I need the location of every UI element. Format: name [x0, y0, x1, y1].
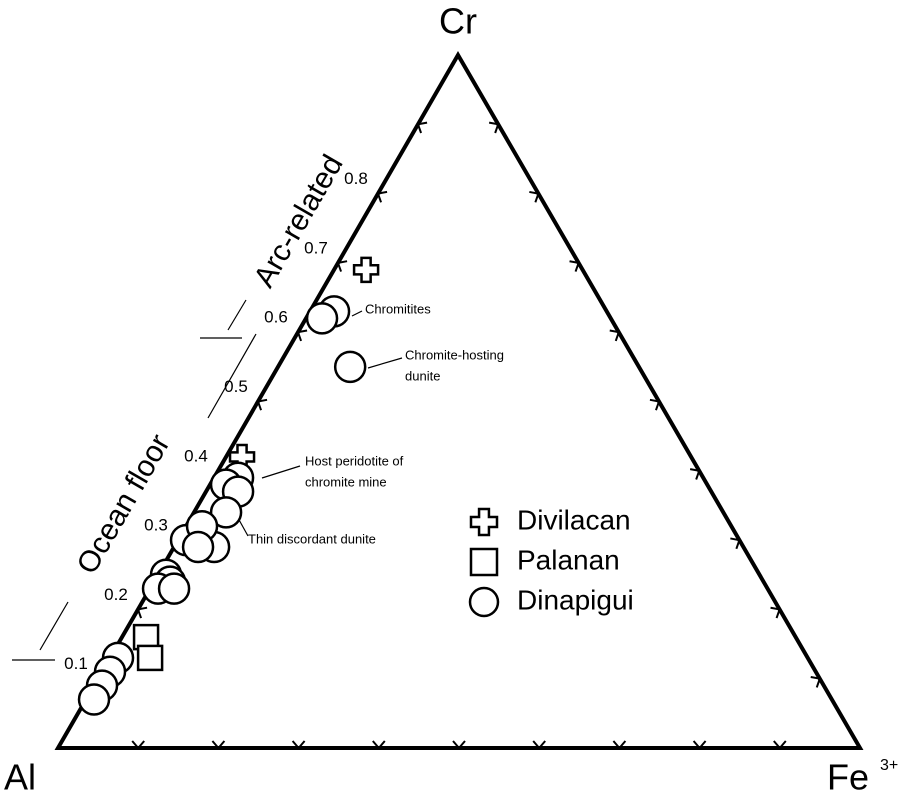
annotation: Chromitites [365, 301, 431, 316]
legend-label: Palanan [517, 544, 620, 575]
tick-mark [256, 398, 268, 411]
tick-mark [372, 740, 386, 750]
tick-mark [810, 676, 822, 688]
legend-marker [469, 547, 499, 577]
point-square [136, 644, 164, 672]
annotation: dunite [405, 368, 440, 383]
legend-marker [468, 586, 500, 618]
tick-mark [336, 260, 348, 272]
tick-label: 0.7 [304, 238, 328, 257]
point-circle [157, 572, 191, 605]
tick-mark [416, 121, 428, 134]
tick-mark [131, 740, 145, 750]
leader-lines [237, 310, 403, 537]
annotation: Host peridotite of [305, 453, 404, 468]
tick-label: 0.1 [64, 654, 88, 673]
tick-mark [296, 329, 308, 342]
tick-mark [452, 740, 466, 750]
tick-mark [532, 740, 546, 750]
annotation: chromite mine [305, 474, 387, 489]
point-circle [209, 496, 243, 529]
apex-left: Al [4, 757, 36, 798]
annotation: Thin discordant dunite [248, 531, 376, 546]
tick-mark [569, 260, 580, 272]
tick-mark [136, 606, 148, 619]
tick-mark [529, 190, 540, 203]
apex-right: Fe [827, 757, 869, 798]
triangle [54, 51, 864, 750]
apex-right-sup: 3+ [880, 757, 898, 774]
tick-mark [773, 740, 787, 750]
tick-mark [692, 740, 707, 750]
tick-label: 0.3 [144, 516, 168, 535]
tick-mark [291, 740, 306, 750]
tick-mark [376, 190, 388, 203]
tick-mark [689, 468, 701, 480]
legend-marker [469, 507, 499, 537]
legend-label: Dinapigui [517, 584, 634, 615]
tick-label: 0.6 [264, 308, 288, 327]
point-circle [305, 302, 339, 335]
tick-mark [770, 606, 781, 619]
annotation: Chromite-hosting [405, 347, 504, 362]
field-boundaries [12, 299, 257, 661]
tick-label: 0.8 [344, 169, 368, 188]
tick-mark [211, 740, 226, 750]
point-cross [352, 256, 380, 284]
field-label: Ocean floor [71, 429, 177, 580]
tick-label: 0.4 [184, 446, 208, 465]
point-circle [77, 683, 111, 716]
apex-top: Cr [439, 1, 477, 42]
tick-label: 0.2 [104, 585, 128, 604]
tick-label: 0.5 [224, 377, 248, 396]
tick-mark [649, 398, 661, 411]
tick-mark [730, 537, 741, 550]
point-circle [333, 350, 367, 384]
legend-label: Divilacan [517, 504, 631, 535]
tick-mark [488, 121, 500, 134]
tick-mark [609, 329, 621, 342]
point-circle [181, 530, 215, 564]
tick-mark [612, 740, 627, 750]
